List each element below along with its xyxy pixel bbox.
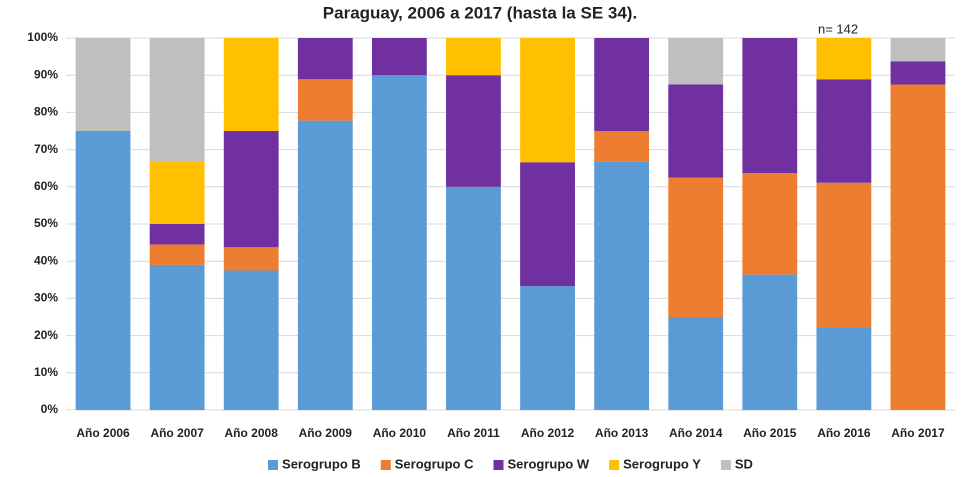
- bar-segment: [668, 177, 724, 317]
- x-tick-label: Año 2015: [743, 426, 797, 440]
- bar-segment: [742, 274, 798, 410]
- y-tick-label: 60%: [34, 179, 58, 193]
- x-tick-label: Año 2007: [150, 426, 204, 440]
- bar-segment: [75, 131, 131, 410]
- y-tick-label: 30%: [34, 291, 58, 305]
- legend-swatch: [720, 460, 731, 470]
- bar-segment: [446, 75, 501, 187]
- bar-segment: [890, 38, 946, 62]
- y-tick-label: 90%: [34, 67, 58, 81]
- x-tick-label: Año 2006: [76, 426, 130, 440]
- y-tick-label: 0%: [41, 402, 59, 416]
- bar-segment: [742, 173, 798, 275]
- x-tick-label: Año 2011: [447, 426, 500, 440]
- bar-segment: [668, 84, 724, 178]
- bar-segment: [223, 38, 279, 131]
- legend-swatch: [609, 460, 620, 470]
- bar-segment: [816, 38, 872, 80]
- legend-label: SD: [735, 456, 753, 471]
- legend-label: Serogrupo Y: [623, 456, 701, 471]
- bar-segment: [446, 186, 501, 410]
- y-tick-label: 40%: [34, 253, 58, 267]
- bar-segment: [742, 38, 798, 174]
- bar-segment: [149, 38, 205, 162]
- bar-segment: [297, 79, 353, 121]
- legend-label: Serogrupo W: [508, 456, 590, 471]
- y-tick-label: 20%: [34, 328, 58, 342]
- bar-segment: [668, 38, 724, 85]
- legend-swatch: [380, 460, 391, 470]
- bar-segment: [223, 270, 279, 410]
- bar-segment: [149, 224, 205, 245]
- x-tick-label: Año 2013: [595, 426, 649, 440]
- x-tick-label: Año 2016: [817, 426, 871, 440]
- bar-segment: [297, 120, 353, 411]
- y-tick-label: 50%: [34, 216, 58, 230]
- bar-segment: [594, 38, 650, 131]
- bar-segment: [371, 75, 427, 410]
- bar-segment: [520, 286, 575, 410]
- x-tick-label: Año 2009: [299, 426, 353, 440]
- y-tick-label: 70%: [34, 142, 58, 156]
- bar-segment: [446, 38, 501, 76]
- chart-title: Paraguay, 2006 a 2017 (hasta la SE 34).: [323, 3, 637, 22]
- bar-segment: [371, 38, 427, 76]
- x-tick-label: Año 2012: [521, 426, 575, 440]
- x-tick-label: Año 2017: [891, 426, 945, 440]
- legend-label: Serogrupo C: [395, 456, 474, 471]
- bar-segment: [816, 182, 872, 328]
- bar-segment: [223, 131, 279, 248]
- legend-swatch: [268, 460, 279, 470]
- bar-segment: [520, 162, 575, 287]
- bar-segment: [223, 247, 279, 271]
- bar-segment: [75, 38, 131, 131]
- y-tick-label: 80%: [34, 105, 58, 119]
- bar-segment: [149, 244, 205, 265]
- bar-segment: [890, 61, 946, 85]
- bar-segment: [594, 131, 650, 162]
- x-tick-label: Año 2008: [225, 426, 279, 440]
- bar-segment: [816, 327, 872, 410]
- x-tick-label: Año 2014: [669, 426, 723, 440]
- bar-segment: [297, 38, 353, 80]
- bar-segment: [520, 38, 575, 163]
- bar-segment: [890, 84, 946, 410]
- x-tick-label: Año 2010: [373, 426, 427, 440]
- y-tick-label: 10%: [34, 365, 58, 379]
- y-tick-label: 100%: [27, 30, 58, 44]
- bar-segment: [149, 264, 205, 410]
- legend-label: Serogrupo B: [282, 456, 361, 471]
- bar-segment: [149, 161, 205, 224]
- annotation: n= 142: [818, 21, 858, 36]
- bar-segment: [668, 317, 724, 410]
- legend-swatch: [493, 460, 504, 470]
- bar-segment: [816, 79, 872, 183]
- bar-segment: [594, 161, 650, 410]
